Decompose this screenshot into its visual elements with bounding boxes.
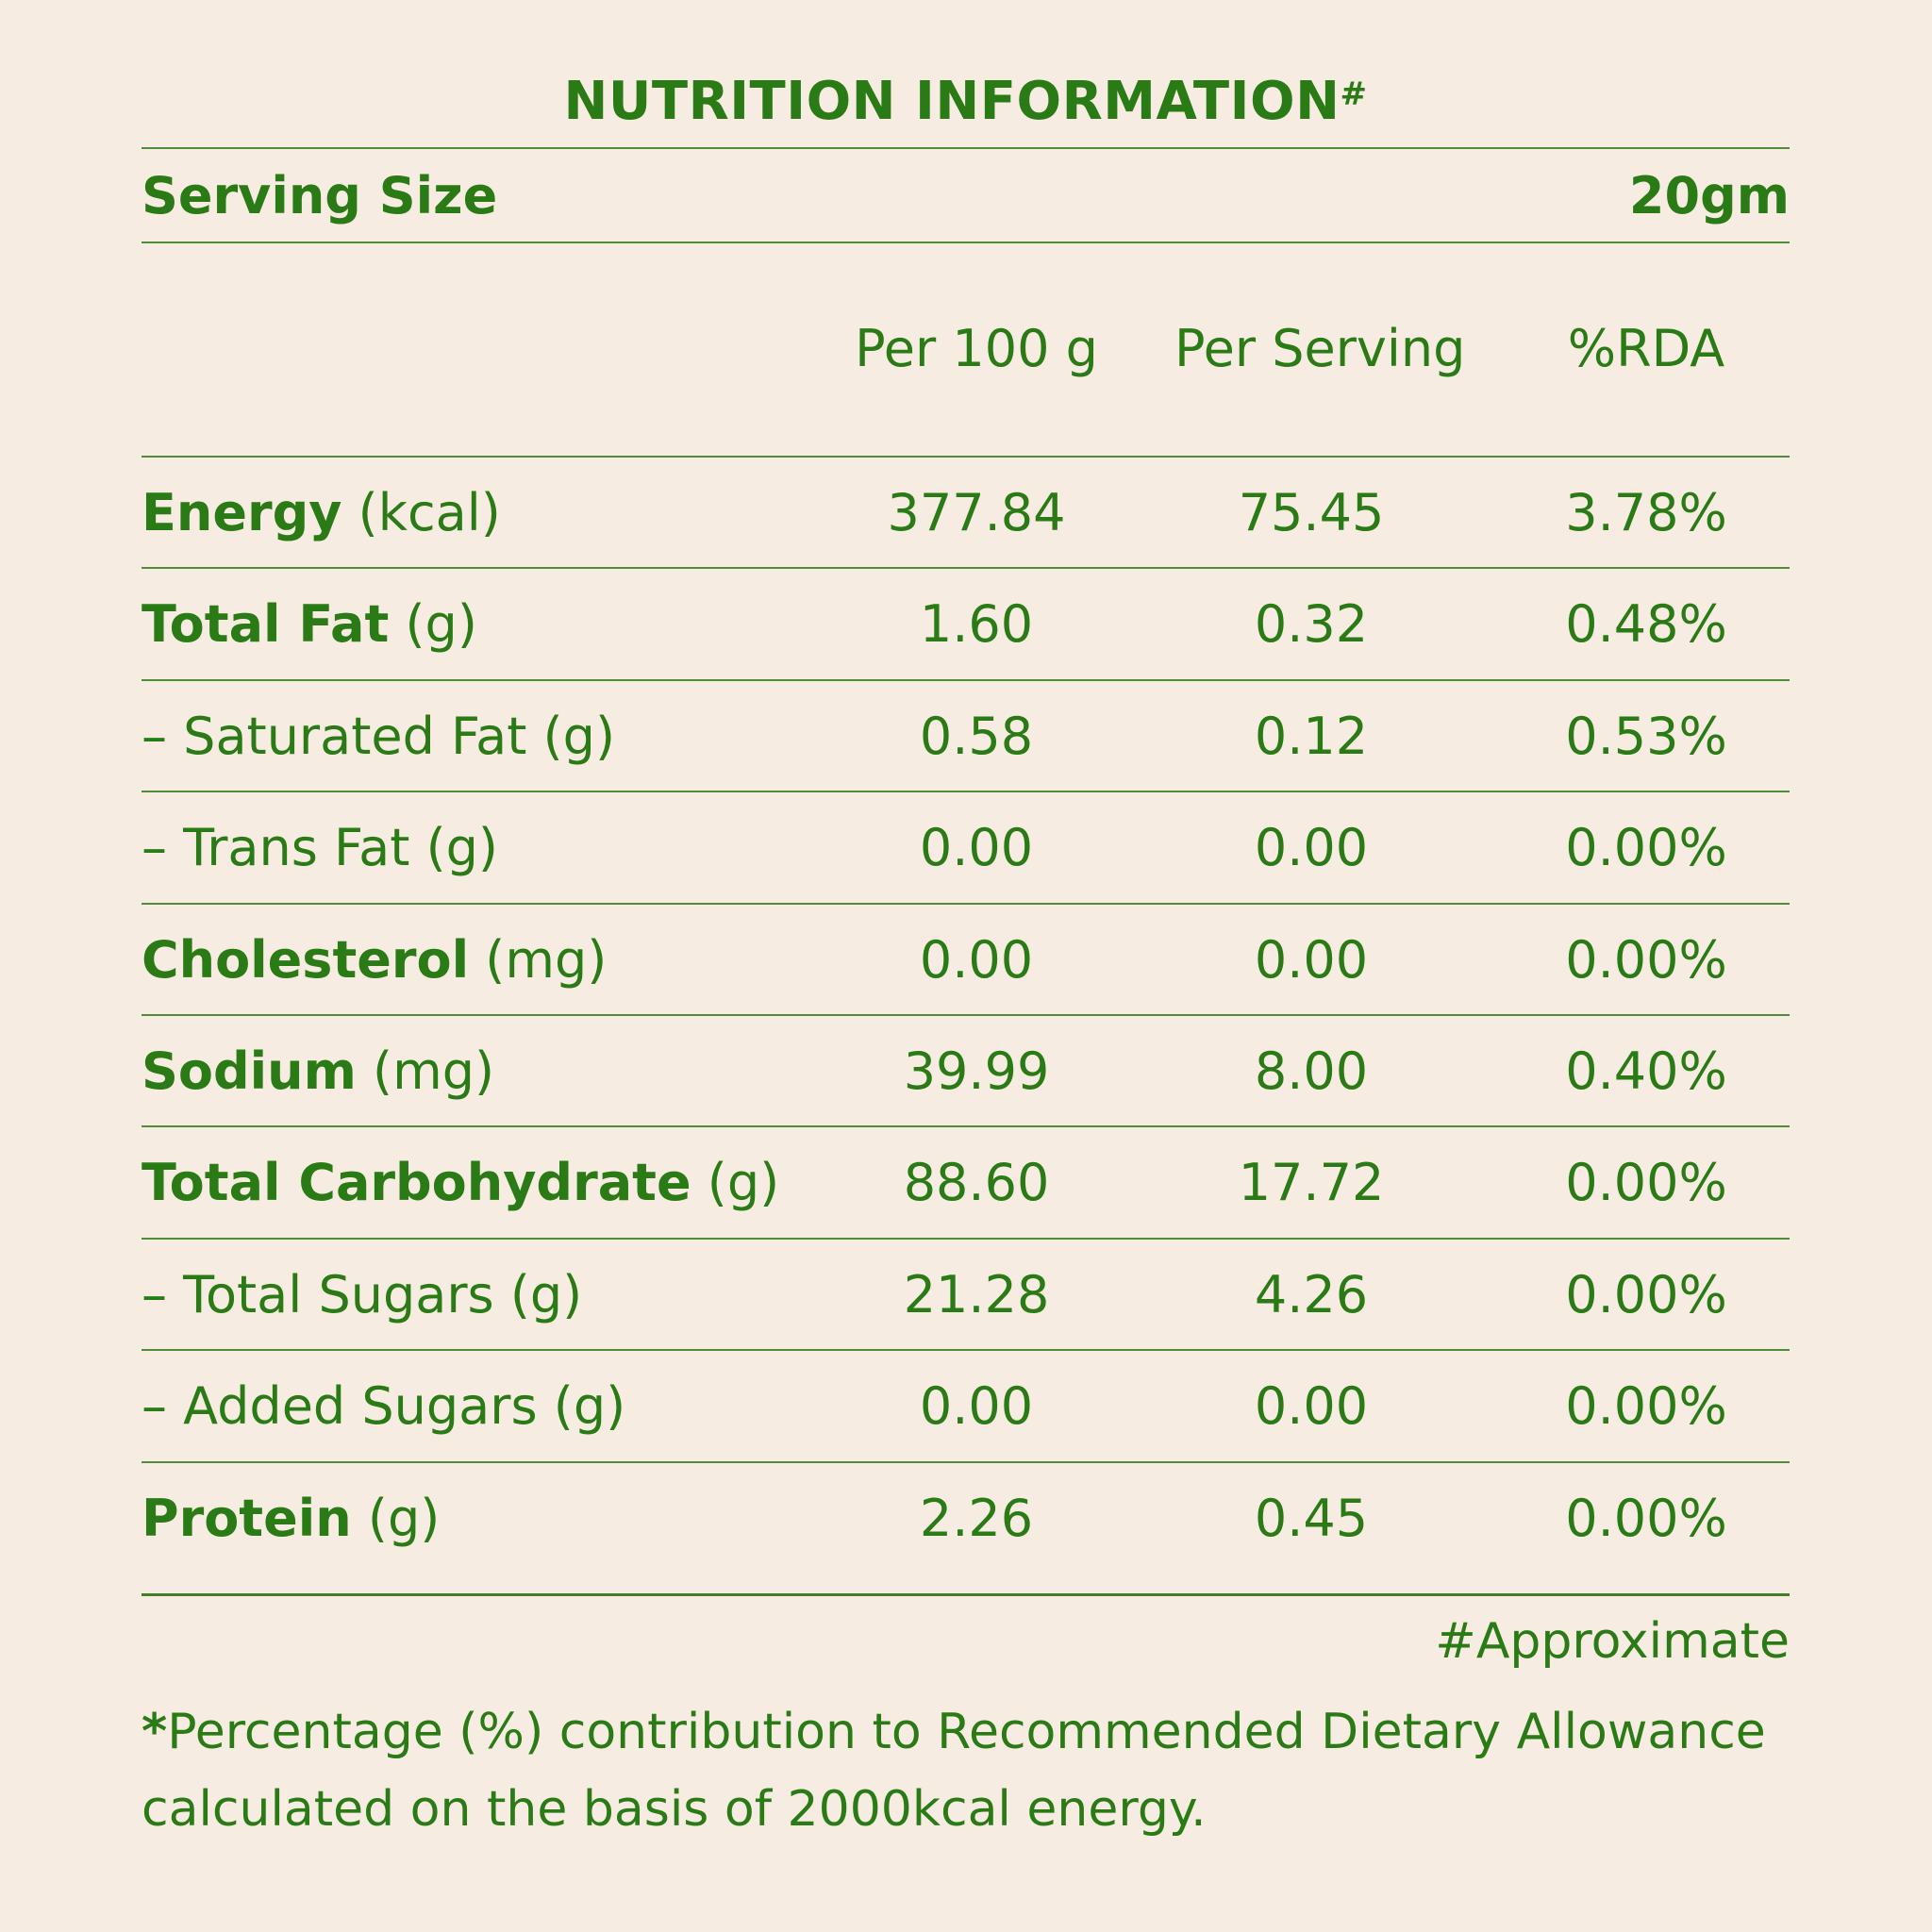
per-serving-value: 0.12 <box>1254 707 1369 766</box>
per-serving-value: 0.00 <box>1254 818 1369 877</box>
row-divider <box>142 903 1790 905</box>
per-serving-value: 0.45 <box>1254 1489 1369 1548</box>
rda-value: 3.78% <box>1565 483 1727 542</box>
rda-value: 0.53% <box>1565 707 1727 766</box>
row-divider <box>142 1238 1790 1240</box>
column-header-per-serving: Per Serving <box>1174 319 1466 378</box>
serving-size-row: Serving Size 20gm <box>142 162 1790 230</box>
footnote-text: Percentage (%) contribution to Recommend… <box>142 1704 1766 1838</box>
nutrient-name: – Trans Fat <box>142 818 410 877</box>
nutrient-name: – Total Sugars <box>142 1265 494 1324</box>
table-row: – Saturated Fat (g) 0.58 0.12 0.53% <box>142 681 1790 792</box>
nutrient-unit: (kcal) <box>358 483 501 542</box>
divider <box>142 147 1790 149</box>
nutrient-label: Protein (g) <box>142 1463 440 1574</box>
title-mark: # <box>1340 75 1368 113</box>
nutrient-name: Protein <box>142 1489 352 1548</box>
nutrient-name: Cholesterol <box>142 930 470 990</box>
column-header-per-100g: Per 100 g <box>855 319 1098 378</box>
nutrient-label: – Added Sugars (g) <box>142 1351 625 1462</box>
table-row: Cholesterol (mg) 0.00 0.00 0.00% <box>142 905 1790 1016</box>
nutrient-unit: (g) <box>553 1376 626 1436</box>
nutrient-unit: (mg) <box>485 930 608 990</box>
table-row: – Added Sugars (g) 0.00 0.00 0.00% <box>142 1351 1790 1462</box>
nutrient-label: – Trans Fat (g) <box>142 792 498 904</box>
nutrient-label: Total Carbohydrate (g) <box>142 1127 779 1239</box>
nutrient-label: – Saturated Fat (g) <box>142 681 615 792</box>
row-divider <box>142 1349 1790 1351</box>
nutrient-unit: (g) <box>367 1489 441 1548</box>
per-100g-value: 21.28 <box>903 1265 1050 1324</box>
per-100g-value: 2.26 <box>919 1489 1034 1548</box>
per-100g-value: 377.84 <box>887 483 1066 542</box>
nutrient-name: – Added Sugars <box>142 1376 538 1436</box>
serving-size-value: 20gm <box>1628 166 1790 225</box>
per-100g-value: 0.00 <box>919 818 1034 877</box>
table-row: Protein (g) 2.26 0.45 0.00% <box>142 1463 1790 1574</box>
table-row: Sodium (mg) 39.99 8.00 0.40% <box>142 1016 1790 1127</box>
row-divider <box>142 1125 1790 1127</box>
nutrient-label: Total Fat (g) <box>142 569 477 680</box>
rda-value: 0.00% <box>1565 818 1727 877</box>
divider <box>142 456 1790 458</box>
nutrient-label: Cholesterol (mg) <box>142 905 607 1016</box>
nutrient-unit: (g) <box>425 818 498 877</box>
serving-size-label: Serving Size <box>142 166 498 225</box>
per-serving-value: 0.32 <box>1254 594 1369 654</box>
row-divider <box>142 679 1790 681</box>
nutrient-unit: (g) <box>707 1153 780 1212</box>
nutrient-label: Sodium (mg) <box>142 1016 494 1127</box>
row-divider <box>142 791 1790 792</box>
per-serving-value: 0.00 <box>1254 930 1369 990</box>
nutrient-unit: (g) <box>509 1265 583 1324</box>
per-serving-value: 75.45 <box>1238 483 1385 542</box>
divider <box>142 242 1790 243</box>
rda-footnote: *Percentage (%) contribution to Recommen… <box>142 1693 1790 1848</box>
nutrient-name: Sodium <box>142 1041 357 1101</box>
table-row: Total Fat (g) 1.60 0.32 0.48% <box>142 569 1790 680</box>
rda-value: 0.00% <box>1565 1265 1727 1324</box>
nutrient-label: Energy (kcal) <box>142 458 501 569</box>
nutrition-panel: NUTRITION INFORMATION# Serving Size 20gm… <box>142 0 1790 1932</box>
table-row: Energy (kcal) 377.84 75.45 3.78% <box>142 458 1790 569</box>
nutrient-unit: (g) <box>405 594 477 654</box>
rda-value: 0.00% <box>1565 1489 1727 1548</box>
per-100g-value: 0.58 <box>919 707 1034 766</box>
title-text: NUTRITION INFORMATION <box>563 71 1341 132</box>
per-100g-value: 88.60 <box>903 1153 1050 1212</box>
nutrient-name: – Saturated Fat <box>142 707 527 766</box>
approximate-note: #Approximate <box>1435 1613 1790 1670</box>
row-divider <box>142 567 1790 569</box>
per-serving-value: 0.00 <box>1254 1376 1369 1436</box>
nutrient-name: Total Fat <box>142 594 390 654</box>
nutrient-unit: (g) <box>542 707 616 766</box>
per-serving-value: 4.26 <box>1254 1265 1369 1324</box>
table-row: – Total Sugars (g) 21.28 4.26 0.00% <box>142 1240 1790 1351</box>
column-header-rda: %RDA <box>1567 319 1725 378</box>
per-100g-value: 39.99 <box>903 1041 1050 1101</box>
nutrient-name: Energy <box>142 483 342 542</box>
nutrient-unit: (mg) <box>373 1041 495 1101</box>
row-divider <box>142 1014 1790 1016</box>
nutrient-label: – Total Sugars (g) <box>142 1240 582 1351</box>
rda-value: 0.00% <box>1565 1376 1727 1436</box>
per-100g-value: 0.00 <box>919 1376 1034 1436</box>
per-serving-value: 17.72 <box>1238 1153 1385 1212</box>
table-row: Total Carbohydrate (g) 88.60 17.72 0.00% <box>142 1127 1790 1239</box>
per-100g-value: 1.60 <box>919 594 1034 654</box>
rda-value: 0.00% <box>1565 1153 1727 1212</box>
rda-value: 0.00% <box>1565 930 1727 990</box>
row-divider <box>142 1461 1790 1463</box>
per-100g-value: 0.00 <box>919 930 1034 990</box>
per-serving-value: 8.00 <box>1254 1041 1369 1101</box>
rda-value: 0.48% <box>1565 594 1727 654</box>
footnote-mark: * <box>142 1704 168 1760</box>
divider <box>142 1593 1790 1596</box>
page-title: NUTRITION INFORMATION# <box>142 68 1790 136</box>
table-row: – Trans Fat (g) 0.00 0.00 0.00% <box>142 792 1790 904</box>
nutrient-name: Total Carbohydrate <box>142 1153 691 1212</box>
rda-value: 0.40% <box>1565 1041 1727 1101</box>
